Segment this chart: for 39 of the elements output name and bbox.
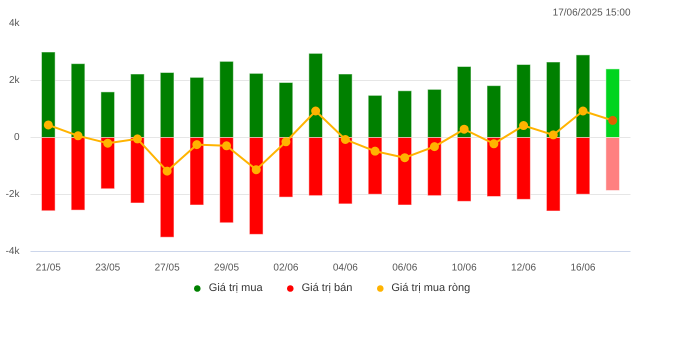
- point: [608, 116, 618, 125]
- point: [222, 141, 232, 150]
- x-tick-label: 29/05: [214, 262, 240, 274]
- point: [132, 134, 142, 144]
- point: [519, 121, 528, 130]
- point: [460, 124, 469, 134]
- point: [370, 146, 380, 156]
- x-tick-label: 21/05: [36, 262, 62, 274]
- x-tick-label: 23/05: [95, 262, 121, 274]
- legend-label: Giá trị bán: [302, 282, 352, 294]
- point: [281, 137, 290, 146]
- x-tick-label: 27/05: [154, 262, 180, 274]
- point: [162, 166, 172, 176]
- x-tick-label: 02/06: [273, 262, 299, 274]
- point: [44, 120, 53, 130]
- y-tick-label: -4k: [6, 246, 20, 257]
- point: [103, 138, 112, 148]
- y-tick-label: 0: [14, 132, 20, 143]
- x-tick-label: 04/06: [332, 262, 358, 274]
- text: 17/06/2025 15:00: [552, 8, 631, 18]
- point: [252, 165, 261, 174]
- point: [578, 106, 588, 116]
- y-tick-label: 2k: [8, 75, 20, 86]
- legend-label: Giá trị mua ròng: [391, 282, 470, 294]
- x-tick-label: 16/06: [570, 262, 596, 274]
- legend-label: Giá trị mua: [208, 282, 263, 294]
- x-tick-label: 12/06: [511, 262, 537, 274]
- x-tick-label: 06/06: [392, 262, 418, 274]
- point: [192, 140, 202, 150]
- point: [74, 131, 83, 140]
- point: [489, 139, 498, 148]
- point: [400, 153, 410, 162]
- x-tick-label: 10/06: [452, 262, 478, 274]
- point: [548, 130, 558, 140]
- y-tick-label: -2k: [6, 189, 20, 200]
- y-tick-label: 4k: [8, 18, 20, 29]
- point: [340, 135, 350, 144]
- point: [430, 142, 439, 152]
- point: [311, 106, 320, 116]
